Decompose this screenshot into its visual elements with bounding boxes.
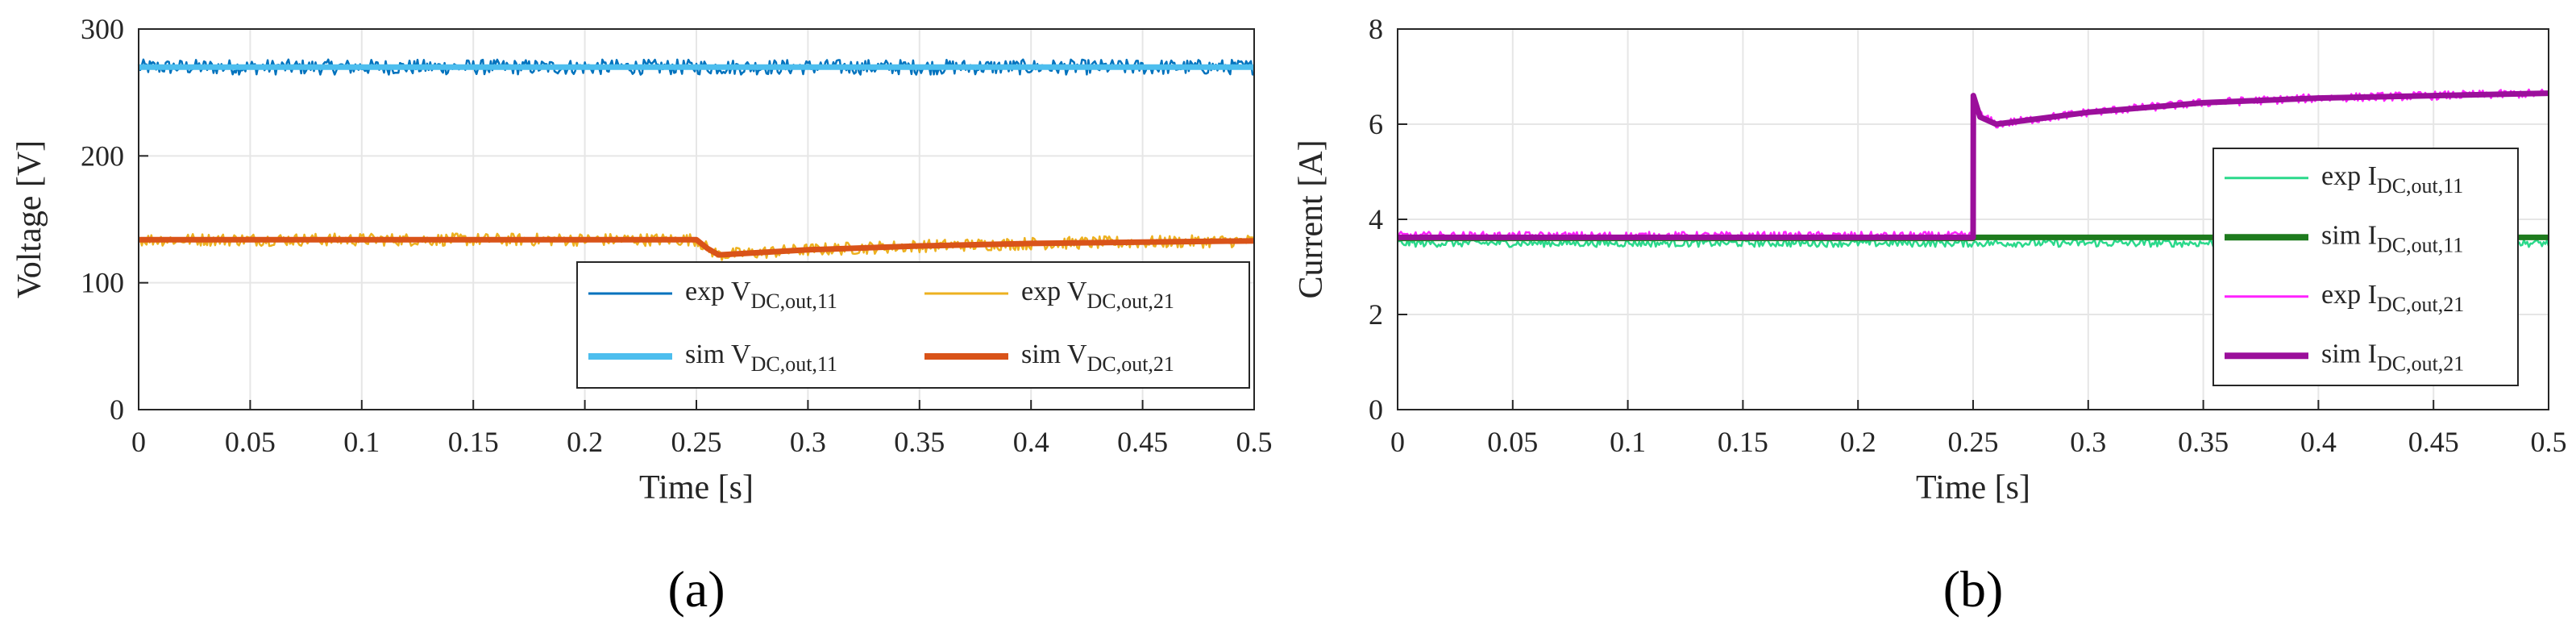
y-tick-label: 100 <box>81 267 124 299</box>
y-tick-label: 4 <box>1369 203 1383 235</box>
x-tick-label: 0.35 <box>2178 426 2229 458</box>
x-tick-label: 0.1 <box>1610 426 1646 458</box>
x-tick-label: 0.05 <box>225 426 276 458</box>
legend-label-exp-v-dc-out-11: exp VDC,out,11 <box>685 277 837 313</box>
x-tick-label: 0.35 <box>894 426 945 458</box>
x-tick-label: 0.25 <box>671 426 722 458</box>
legend-a: exp VDC,out,11 exp VDC,out,21 sim VDC,out,… <box>576 261 1250 389</box>
series-a <box>137 58 1256 261</box>
legend-label-exp-v-dc-out-21: exp VDC,out,21 <box>1021 277 1174 313</box>
y-tick-label: 0 <box>110 394 124 426</box>
x-tick-label: 0.2 <box>1840 426 1876 458</box>
panel-a: 0 0.05 0.1 0.15 0.2 0.25 0.3 0.35 0.4 0.45 0.5 0 100… <box>11 13 1273 618</box>
series-line-sim-v-dc-out-21 <box>139 236 1255 258</box>
x-tick-label: 0.5 <box>1236 426 1273 458</box>
y-tick-label: 200 <box>81 140 124 172</box>
panel-label-b: (b) <box>1943 560 2004 618</box>
legend-label-sim-v-dc-out-21: sim VDC,out,21 <box>1021 339 1174 376</box>
x-tick-label: 0.45 <box>1117 426 1168 458</box>
ticks-b: 0 0.05 0.1 0.15 0.2 0.25 0.3 0.35 0.4 0.45 0.5 0 2 4 6… <box>1369 13 2567 458</box>
legend-label-sim-i-dc-out-21: sim IDC,out,21 <box>2321 339 2464 375</box>
panel-b: 0 0.05 0.1 0.15 0.2 0.25 0.3 0.35 0.4 0.45 0.5 0 2 4 6… <box>1293 13 2567 618</box>
x-tick-label: 0 <box>1390 426 1405 458</box>
x-tick-label: 0.4 <box>1013 426 1049 458</box>
legend-box <box>576 261 1250 389</box>
y-tick-label: 2 <box>1369 298 1383 331</box>
legend-label-exp-i-dc-out-11: exp IDC,out,11 <box>2321 161 2463 198</box>
x-tick-label: 0.1 <box>343 426 380 458</box>
x-tick-label: 0.3 <box>790 426 826 458</box>
x-tick-label: 0.4 <box>2300 426 2337 458</box>
x-axis-label-b: Time [s] <box>1916 469 2030 506</box>
legend-label-exp-i-dc-out-21: exp IDC,out,21 <box>2321 280 2464 316</box>
x-tick-label: 0.25 <box>1948 426 1999 458</box>
y-tick-label: 8 <box>1369 13 1383 45</box>
x-tick-label: 0.45 <box>2408 426 2459 458</box>
y-axis-label-b: Current [A] <box>1293 140 1330 298</box>
x-tick-label: 0.5 <box>2531 426 2567 458</box>
x-tick-label: 0.2 <box>567 426 603 458</box>
series-line-sim-i-dc-out-21 <box>1398 90 2549 240</box>
y-tick-label: 300 <box>81 13 124 45</box>
x-tick-label: 0.15 <box>1718 426 1768 458</box>
ticks-a: 0 0.05 0.1 0.15 0.2 0.25 0.3 0.35 0.4 0.45 0.5 0 100… <box>81 13 1273 458</box>
x-tick-label: 0.3 <box>2070 426 2106 458</box>
x-tick-label: 0 <box>131 426 146 458</box>
y-tick-label: 0 <box>1369 394 1383 426</box>
y-tick-label: 6 <box>1369 108 1383 140</box>
x-tick-label: 0.05 <box>1487 426 1538 458</box>
legend-b: exp IDC,out,11 sim IDC,out,11 exp IDC,out,… <box>2212 148 2519 386</box>
y-axis-label-a: Voltage [V] <box>11 140 48 298</box>
legend-label-sim-i-dc-out-11: sim IDC,out,11 <box>2321 220 2463 256</box>
panel-label-a: (a) <box>667 560 725 618</box>
legend-box <box>2212 148 2519 386</box>
legend-label-sim-v-dc-out-11: sim VDC,out,11 <box>685 339 837 376</box>
x-axis-label-a: Time [s] <box>639 469 754 506</box>
x-tick-label: 0.15 <box>448 426 499 458</box>
